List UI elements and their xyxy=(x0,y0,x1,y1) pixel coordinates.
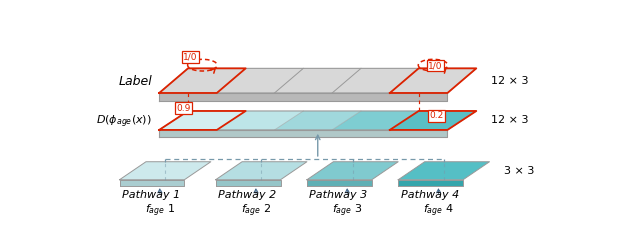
Polygon shape xyxy=(159,68,476,93)
Polygon shape xyxy=(120,162,211,180)
Polygon shape xyxy=(217,111,303,130)
Text: 1/0: 1/0 xyxy=(428,61,443,70)
Polygon shape xyxy=(159,111,246,130)
Text: $f_{age}$ 4: $f_{age}$ 4 xyxy=(423,203,454,219)
Polygon shape xyxy=(216,180,280,186)
Polygon shape xyxy=(307,162,398,180)
Text: 3 × 3: 3 × 3 xyxy=(504,166,534,176)
Polygon shape xyxy=(120,180,184,186)
Text: 1/0: 1/0 xyxy=(183,52,198,62)
Polygon shape xyxy=(216,162,307,180)
Polygon shape xyxy=(159,130,448,138)
Polygon shape xyxy=(307,180,372,186)
Polygon shape xyxy=(398,180,463,186)
Text: Pathway 1: Pathway 1 xyxy=(122,190,180,200)
Text: Pathway 4: Pathway 4 xyxy=(401,190,459,200)
Polygon shape xyxy=(159,93,448,102)
Text: $f_{age}$ 2: $f_{age}$ 2 xyxy=(241,203,271,219)
Text: $D(\phi_{age}(x))$: $D(\phi_{age}(x))$ xyxy=(96,113,152,130)
Polygon shape xyxy=(398,162,490,180)
Text: 0.2: 0.2 xyxy=(430,111,444,120)
Text: Pathway 2: Pathway 2 xyxy=(218,190,277,200)
Text: Pathway 3: Pathway 3 xyxy=(309,190,368,200)
Polygon shape xyxy=(332,111,418,130)
Polygon shape xyxy=(390,111,476,130)
Text: 12 × 3: 12 × 3 xyxy=(491,115,528,125)
Text: Label: Label xyxy=(118,75,152,88)
Text: $f_{age}$ 3: $f_{age}$ 3 xyxy=(332,203,363,219)
Text: 12 × 3: 12 × 3 xyxy=(491,76,528,86)
Polygon shape xyxy=(275,111,361,130)
Text: 0.9: 0.9 xyxy=(176,104,190,113)
Text: $f_{age}$ 1: $f_{age}$ 1 xyxy=(145,203,175,219)
